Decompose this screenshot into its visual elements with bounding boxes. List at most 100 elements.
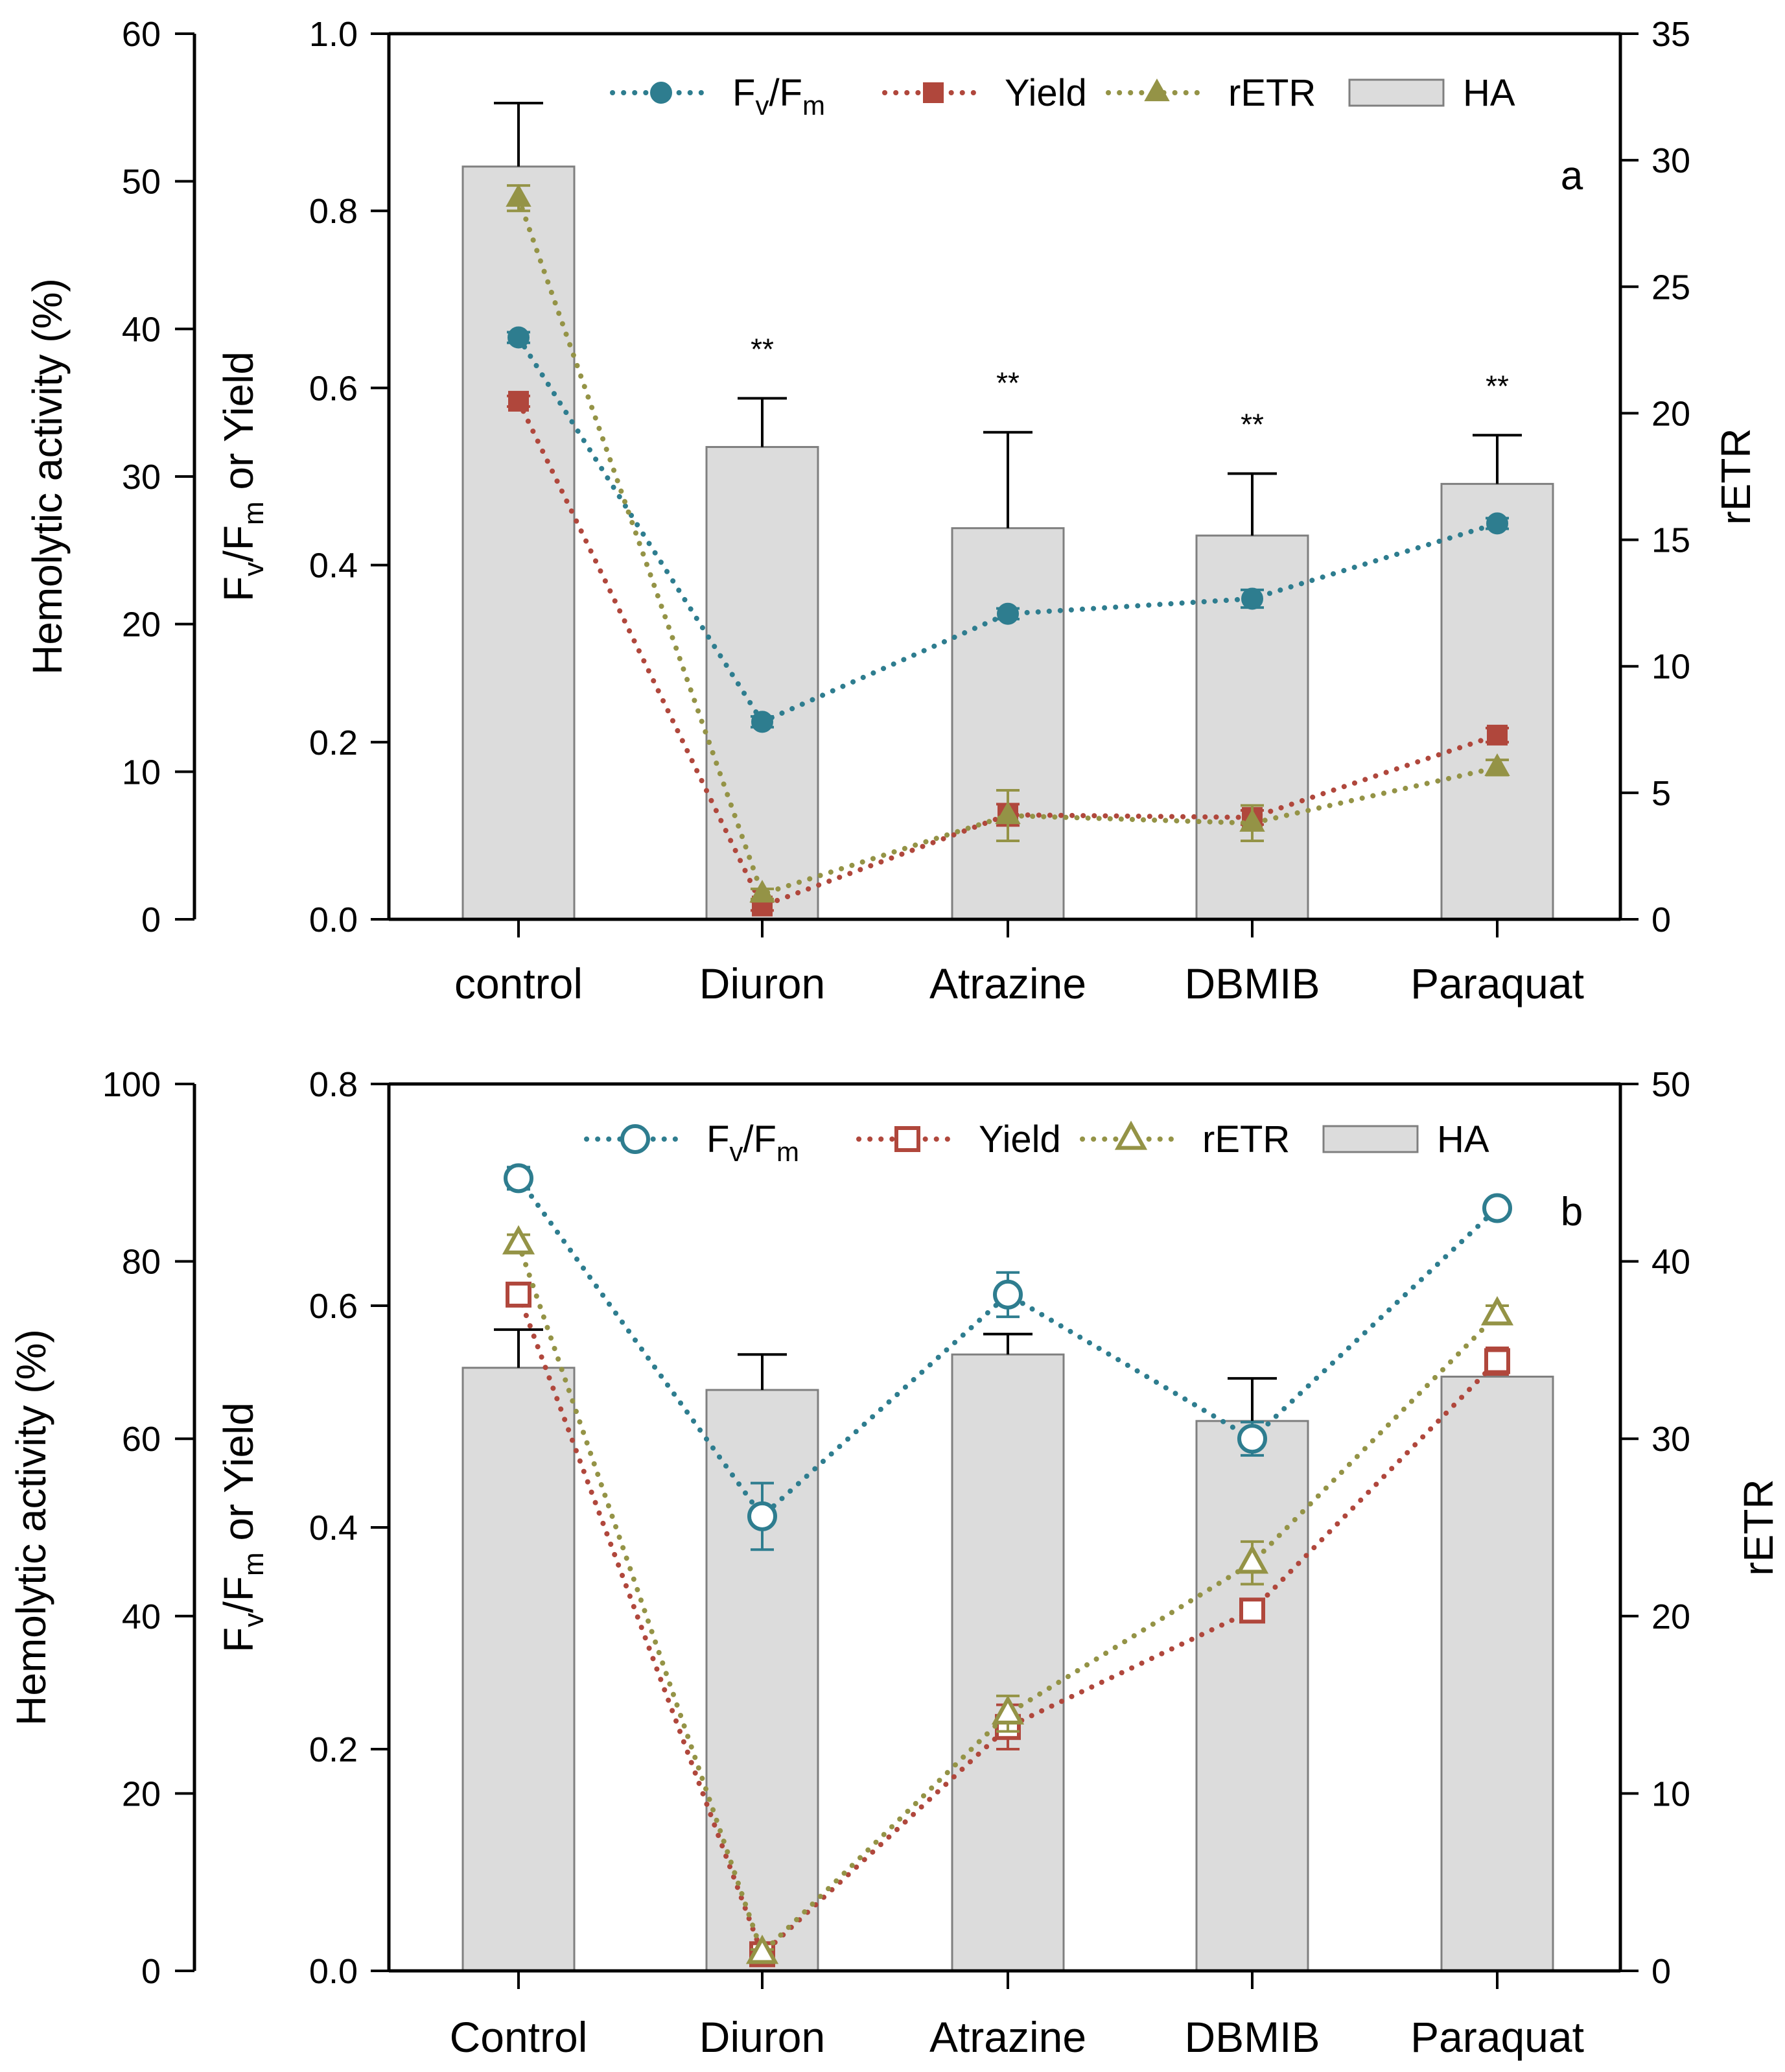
mid-axis-title-sub1: v — [238, 1613, 270, 1627]
significance-mark-3: ** — [1241, 407, 1264, 441]
legend-marker-yield — [894, 1126, 920, 1152]
legend-entry-ha: HA — [1348, 72, 1515, 114]
ha-bar-1 — [705, 1389, 819, 1972]
mid-tick-label-1: 0.2 — [309, 1730, 358, 1769]
right-axis-title: rETR — [1712, 428, 1759, 524]
legend-label-fvfm_sub1: v — [729, 1136, 743, 1167]
left-tick-label-1: 10 — [122, 753, 161, 792]
ha-bar-4 — [1440, 1375, 1554, 1972]
panel-a: ********01020304050600.00.20.40.60.81.00… — [24, 15, 1759, 1007]
category-label-4: Paraquat — [1410, 959, 1584, 1007]
right-tick-label-2: 10 — [1651, 648, 1690, 687]
significance-mark-4: ** — [1486, 369, 1509, 403]
legend-label-fvfm_sub1: v — [755, 90, 769, 121]
panel-letter: b — [1561, 1190, 1583, 1234]
right-tick-label-4: 20 — [1651, 394, 1690, 433]
mid-axis-title-sub1: v — [238, 562, 270, 576]
left-tick-label-0: 0 — [141, 1952, 161, 1991]
legend-label-fvfm: Fv/Fm — [732, 72, 825, 121]
right-axis-title: rETR — [1735, 1479, 1782, 1575]
marker-fvfm-1 — [751, 711, 773, 733]
ha-bar-2 — [951, 527, 1065, 921]
legend-label-ha: HA — [1437, 1118, 1489, 1160]
legend-label-fvfm_slash: /F — [769, 72, 802, 114]
ha-bar-0 — [461, 1367, 576, 1972]
mid-tick-label-3: 0.6 — [309, 369, 358, 408]
ha-bar-0 — [461, 165, 576, 921]
left-tick-label-0: 0 — [141, 901, 161, 939]
mid-tick-label-1: 0.2 — [309, 724, 358, 762]
ha-bar-3 — [1195, 1420, 1309, 1972]
legend-entry-retr: rETR — [1080, 1118, 1290, 1160]
legend-marker-retr — [1144, 78, 1170, 102]
right-tick-label-0: 0 — [1651, 1952, 1671, 1991]
mid-axis-title-sub2: m — [238, 1552, 270, 1576]
right-tick-label-3: 15 — [1651, 521, 1690, 560]
left-tick-label-4: 40 — [122, 310, 161, 349]
mid-axis-title-main: F — [215, 576, 262, 602]
marker-retr-2 — [995, 801, 1021, 825]
series-retr — [506, 183, 1510, 903]
left-tick-label-3: 60 — [122, 1420, 161, 1459]
marker-retr-4 — [1480, 1296, 1514, 1326]
marker-retr-3 — [1239, 808, 1265, 832]
mid-axis-title-rest: or Yield — [215, 1402, 262, 1552]
legend-marker-retr — [1114, 1120, 1148, 1150]
series-line-fvfm — [516, 1175, 1500, 1520]
right-tick-label-4: 40 — [1651, 1243, 1690, 1282]
legend-entry-yield: Yield — [882, 72, 1087, 114]
mid-axis-title: Fv/Fm or Yield — [215, 351, 270, 602]
series-line-fvfm — [516, 335, 1500, 725]
mid-axis-title-slash: /F — [215, 1576, 262, 1613]
legend-label-yield: Yield — [979, 1118, 1061, 1160]
legend-label-fvfm_sub2: m — [776, 1136, 799, 1167]
marker-fvfm-2 — [997, 602, 1019, 625]
series-retr — [502, 1225, 1514, 1964]
category-label-3: DBMIB — [1184, 959, 1320, 1007]
left-tick-label-5: 50 — [122, 163, 161, 202]
marker-retr-3 — [1235, 1544, 1269, 1574]
legend-entry-retr: rETR — [1106, 72, 1316, 114]
left-axis-title: Hemolytic activity (%) — [24, 278, 71, 675]
legend-entry-ha: HA — [1322, 1118, 1489, 1160]
marker-fvfm-2 — [993, 1279, 1023, 1310]
marker-yield-0 — [506, 1281, 531, 1308]
legend: Fv/Fm Yield rETR HA — [584, 1118, 1489, 1167]
marker-fvfm-0 — [504, 1163, 533, 1194]
legend-entry-fvfm: Fv/Fm — [610, 72, 825, 121]
marker-yield-4 — [1487, 724, 1508, 746]
left-axis-title: Hemolytic activity (%) — [8, 1329, 54, 1726]
series-fvfm — [504, 1163, 1512, 1551]
category-label-0: control — [454, 959, 583, 1007]
right-tick-label-6: 30 — [1651, 141, 1690, 180]
significance-mark-1: ** — [751, 332, 774, 366]
panel-letter: a — [1561, 154, 1583, 198]
marker-fvfm-0 — [508, 326, 530, 349]
marker-fvfm-4 — [1482, 1193, 1512, 1223]
significance-mark-2: ** — [996, 366, 1020, 400]
category-label-2: Atrazine — [929, 959, 1086, 1007]
legend-swatch-ha — [1348, 78, 1445, 107]
legend-entry-fvfm: Fv/Fm — [584, 1118, 799, 1167]
mid-tick-label-0: 0.0 — [309, 1952, 358, 1991]
marker-yield-0 — [508, 390, 529, 412]
mid-axis-title-main: F — [215, 1627, 262, 1653]
left-tick-label-4: 80 — [122, 1243, 161, 1282]
legend-entry-yield: Yield — [856, 1118, 1061, 1160]
panel-b: 0 20 40 60 80 100 0.0 0.2 0.4 0.6 0.8 0 10 20 30 40 50 Co… — [8, 1065, 1782, 2061]
right-tick-label-1: 5 — [1651, 774, 1671, 813]
marker-retr-1 — [749, 880, 775, 903]
mid-axis-title-slash: /F — [215, 525, 262, 562]
mid-axis-title-rest: or Yield — [215, 351, 262, 501]
mid-tick-label-2: 0.4 — [309, 1509, 358, 1548]
right-tick-label-3: 30 — [1651, 1420, 1690, 1459]
legend-swatch-ha — [1322, 1125, 1419, 1153]
mid-tick-label-4: 0.8 — [309, 192, 358, 231]
category-label-4: Paraquat — [1410, 2013, 1584, 2061]
left-tick-label-2: 40 — [122, 1597, 161, 1636]
category-label-2: Atrazine — [929, 2013, 1086, 2061]
marker-fvfm-4 — [1486, 512, 1508, 535]
series-line-retr — [516, 1241, 1500, 1958]
mid-axis-title-sub2: m — [238, 501, 270, 525]
